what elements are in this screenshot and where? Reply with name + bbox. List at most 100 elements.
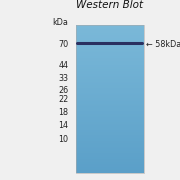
Text: ← 58kDa: ← 58kDa	[146, 40, 180, 49]
Bar	[76, 96, 144, 98]
Bar	[76, 44, 144, 45]
Text: 22: 22	[58, 95, 68, 104]
Bar	[76, 172, 144, 173]
Bar	[76, 82, 144, 83]
Bar	[76, 152, 144, 153]
Bar	[76, 89, 144, 90]
Bar	[76, 79, 144, 81]
Bar	[76, 127, 144, 129]
Bar	[76, 137, 144, 138]
Bar	[76, 119, 144, 120]
Bar	[76, 25, 144, 26]
Bar	[76, 165, 144, 167]
Text: 70: 70	[58, 40, 68, 49]
Bar	[76, 67, 144, 68]
Bar	[76, 130, 144, 131]
Bar	[76, 109, 144, 110]
Bar	[76, 34, 144, 35]
Bar	[76, 25, 144, 173]
Bar	[76, 114, 144, 115]
Bar	[76, 68, 144, 69]
Bar	[76, 159, 144, 161]
Bar	[76, 162, 144, 163]
Bar	[76, 132, 144, 133]
Bar	[76, 28, 144, 29]
Bar	[76, 26, 144, 28]
Bar	[76, 94, 144, 95]
Bar	[76, 110, 144, 111]
Bar	[76, 55, 144, 56]
Bar	[76, 129, 144, 130]
Bar	[76, 60, 144, 61]
Bar	[76, 40, 144, 41]
Bar	[76, 145, 144, 146]
Bar	[76, 29, 144, 30]
Text: Western Blot: Western Blot	[76, 0, 143, 10]
Bar	[76, 168, 144, 169]
Bar	[76, 108, 144, 109]
Text: 10: 10	[58, 135, 68, 144]
Bar	[76, 154, 144, 156]
Text: 14: 14	[58, 121, 68, 130]
Bar	[76, 106, 144, 108]
Bar	[76, 63, 144, 65]
Bar	[76, 56, 144, 57]
Bar	[76, 125, 144, 126]
Bar	[76, 58, 144, 60]
Bar	[76, 99, 144, 100]
Bar	[76, 33, 144, 34]
Bar	[76, 157, 144, 158]
Bar	[76, 65, 144, 66]
Bar	[76, 140, 144, 141]
Bar	[76, 169, 144, 170]
Bar	[76, 86, 144, 87]
Text: 18: 18	[58, 108, 68, 117]
Bar	[76, 121, 144, 122]
Bar	[76, 90, 144, 92]
Bar	[76, 146, 144, 147]
Bar	[76, 126, 144, 127]
Bar	[76, 72, 144, 73]
Bar	[76, 131, 144, 132]
Bar	[76, 116, 144, 117]
Bar	[76, 57, 144, 58]
Bar	[76, 47, 144, 49]
Bar	[76, 161, 144, 162]
Bar	[76, 141, 144, 142]
Bar	[76, 100, 144, 102]
Bar	[76, 52, 144, 53]
Text: 33: 33	[58, 74, 68, 83]
Bar	[76, 61, 144, 62]
Bar	[76, 153, 144, 154]
Bar	[76, 170, 144, 172]
Bar	[76, 148, 144, 149]
Bar	[76, 117, 144, 119]
Bar	[76, 35, 144, 36]
Bar	[76, 167, 144, 168]
Bar	[76, 37, 144, 39]
Bar	[76, 36, 144, 37]
Bar	[76, 104, 144, 105]
Bar	[76, 124, 144, 125]
Bar	[76, 115, 144, 116]
Bar	[76, 122, 144, 124]
Bar	[76, 73, 144, 74]
Bar	[76, 88, 144, 89]
Bar	[76, 133, 144, 135]
Bar	[76, 87, 144, 88]
Bar	[76, 138, 144, 140]
Bar	[76, 49, 144, 50]
Bar	[76, 112, 144, 114]
Bar	[76, 45, 144, 46]
Bar	[76, 158, 144, 159]
Bar	[76, 156, 144, 157]
Bar	[76, 76, 144, 77]
Bar	[76, 135, 144, 136]
Bar	[76, 51, 144, 52]
Bar	[76, 136, 144, 137]
Bar	[76, 142, 144, 143]
Bar	[76, 149, 144, 151]
Bar	[76, 30, 144, 31]
Text: 44: 44	[58, 61, 68, 70]
Bar	[76, 39, 144, 40]
